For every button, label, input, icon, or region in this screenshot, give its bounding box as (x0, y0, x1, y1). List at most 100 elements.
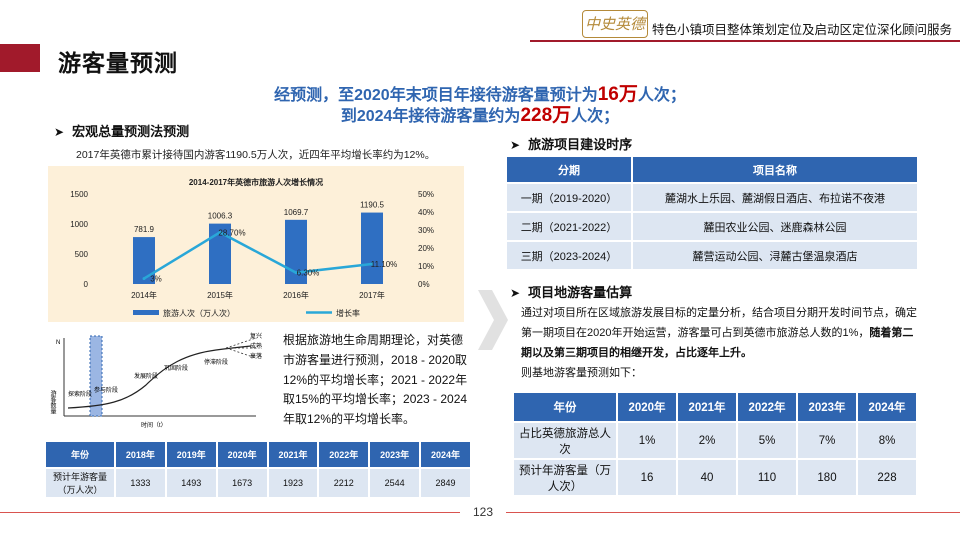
x-tick-label: 2014年 (131, 290, 157, 300)
x-tick-label: 2017年 (359, 290, 385, 300)
table-header-cell: 2019年 (164, 440, 218, 469)
table-cell: 2544 (368, 467, 422, 499)
estimate-text-bold: 随着第二期以及第三期项目的相继开发，占比逐年上升。 (521, 327, 914, 359)
growth-rate-point (218, 230, 222, 234)
forecast-paragraph: 根据旅游地生命周期理论，对英德市游客量进行预测，2018 - 2020取12%的… (283, 333, 468, 427)
table-cell: 麓田农业公园、迷鹿森林公园 (631, 211, 919, 242)
table-header-cell: 2022年 (736, 391, 798, 423)
table-row: 一期（2019-2020） 麓湖水上乐园、麓湖假日酒店、布拉诺不夜港 (505, 182, 919, 213)
table-header-cell: 2024年 (856, 391, 918, 423)
footer-divider (0, 512, 460, 513)
y-left-tick-label: 1000 (70, 220, 88, 229)
table-row: 占比英德旅游总人次 1% 2% 5% 7% 8% (512, 421, 918, 460)
table-cell: 1923 (266, 467, 320, 499)
project-title: 特色小镇项目整体策划定位及启动区定位深化顾问服务 (652, 23, 953, 37)
section-heading-text: 宏观总量预测法预测 (72, 124, 190, 139)
line-data-label: 6.30% (297, 269, 320, 278)
section-heading-estimate: ➤ 项目地游客量估算 (510, 282, 632, 301)
table-cell: 1493 (164, 467, 218, 499)
table-cell: 5% (736, 421, 798, 460)
y-right-tick-label: 30% (418, 226, 434, 235)
stage-label: 发展阶段 (134, 372, 158, 380)
chevron-right-icon: ➤ (510, 286, 521, 300)
estimate-text: 通过对项目所在区域旅游发展目标的定量分析，结合项目分期开发时间节点，确定第一期项… (521, 307, 917, 339)
y-right-tick-label: 20% (418, 244, 434, 253)
stage-label: 巩固阶段 (164, 364, 188, 372)
table-cell: 8% (856, 421, 918, 460)
logo: 中史英德 (582, 10, 648, 38)
table-header-cell: 2020年 (215, 440, 269, 469)
diagram-y-top: N (56, 340, 60, 346)
x-tick-label: 2016年 (283, 290, 309, 300)
table-header-cell: 2021年 (676, 391, 738, 423)
table-header-row: 年份 2020年 2021年 2022年 2023年 2024年 (512, 391, 918, 423)
highlight-band (89, 335, 103, 417)
table-row-label: 占比英德旅游总人次 (512, 421, 618, 460)
table-header-cell: 年份 (44, 440, 116, 469)
stage-label: 参与阶段 (94, 386, 118, 394)
bar-data-label: 781.9 (134, 225, 155, 234)
footer-divider (506, 512, 960, 513)
table-header-cell: 项目名称 (631, 155, 919, 184)
chevron-right-icon: ➤ (510, 138, 521, 152)
page-number: 123 (472, 505, 494, 519)
table-cell: 110 (736, 458, 798, 497)
tourism-growth-chart: 2014-2017年英德市旅游人次增长情况 0 500 1000 1500 0% 10% 20… (70, 177, 434, 318)
y-left-tick-label: 0 (84, 280, 89, 289)
chart-title: 2014-2017年英德市旅游人次增长情况 (189, 177, 323, 187)
table-cell: 40 (676, 458, 738, 497)
table-cell: 16 (616, 458, 678, 497)
branch-label: 复兴 (250, 332, 262, 340)
chart-bar (209, 223, 231, 284)
table-header-cell: 2023年 (368, 440, 422, 469)
stage-label: 停滞阶段 (204, 358, 228, 366)
chevron-right-icon: ➤ (54, 125, 65, 139)
growth-rate-line (143, 230, 373, 280)
table-row-label: 预计年游客量（万人次） (512, 458, 618, 497)
forecast-table: 年份 2018年 2019年 2020年 2021年 2022年 2023年 2… (44, 440, 472, 499)
table-header-row: 分期 项目名称 (505, 155, 919, 184)
lifecycle-branches (225, 337, 257, 359)
headline-highlight: 228万 (520, 105, 572, 126)
chart-bar (361, 212, 383, 284)
table-cell: 麓湖水上乐园、麓湖假日酒店、布拉诺不夜港 (631, 182, 919, 213)
table-cell: 1333 (114, 467, 167, 499)
y-right-tick-label: 40% (418, 208, 434, 217)
headline-line-1: 经预测，至2020年末项目年接待游客量预计为16万人次； (0, 79, 960, 106)
section-heading-text: 旅游项目建设时序 (528, 137, 633, 152)
chevron-right-icon (478, 290, 508, 350)
table-row: 二期（2021-2022） 麓田农业公园、迷鹿森林公园 (505, 211, 919, 242)
legend-swatch-bars (133, 310, 159, 315)
table-cell: 二期（2021-2022） (505, 211, 633, 242)
table-cell: 2849 (419, 467, 472, 499)
headline-highlight: 16万 (597, 84, 638, 105)
growth-rate-point (142, 277, 146, 281)
table-cell: 2% (676, 421, 738, 460)
section-heading-text: 项目地游客量估算 (528, 285, 633, 300)
y-right-tick-label: 0% (418, 280, 430, 289)
growth-rate-point (294, 271, 298, 275)
y-left-tick-label: 500 (75, 250, 89, 259)
diagram-y-label: 游客数量 (49, 389, 56, 415)
headline-text: 到2024年接待游客量约为 (340, 108, 521, 125)
table-row: 预计年游客量（万人次） 16 40 110 180 228 (512, 458, 918, 497)
branch-label: 成熟 (250, 342, 262, 350)
bar-data-label: 1006.3 (208, 212, 233, 221)
stage-label: 探索阶段 (68, 390, 92, 398)
table-header-cell: 2021年 (266, 440, 320, 469)
construction-table: 分期 项目名称 一期（2019-2020） 麓湖水上乐园、麓湖假日酒店、布拉诺不… (505, 155, 919, 271)
table-header-cell: 2023年 (796, 391, 858, 423)
table-cell: 2212 (317, 467, 371, 499)
line-data-label: 3% (150, 275, 162, 284)
table-header-cell: 2022年 (317, 440, 371, 469)
lifecycle-curve (67, 345, 252, 409)
table-cell: 一期（2019-2020） (505, 182, 633, 213)
chart-bar (285, 219, 307, 284)
table-cell: 7% (796, 421, 858, 460)
table-row-label: 预计年游客量（万人次） (44, 467, 116, 499)
legend-label-line: 增长率 (336, 308, 360, 318)
bar-data-label: 1190.5 (360, 201, 384, 210)
bar-data-label: 1069.7 (284, 208, 309, 217)
table-row: 预计年游客量（万人次） 1333 1493 1673 1923 2212 254… (44, 467, 472, 499)
growth-rate-point (370, 262, 374, 266)
